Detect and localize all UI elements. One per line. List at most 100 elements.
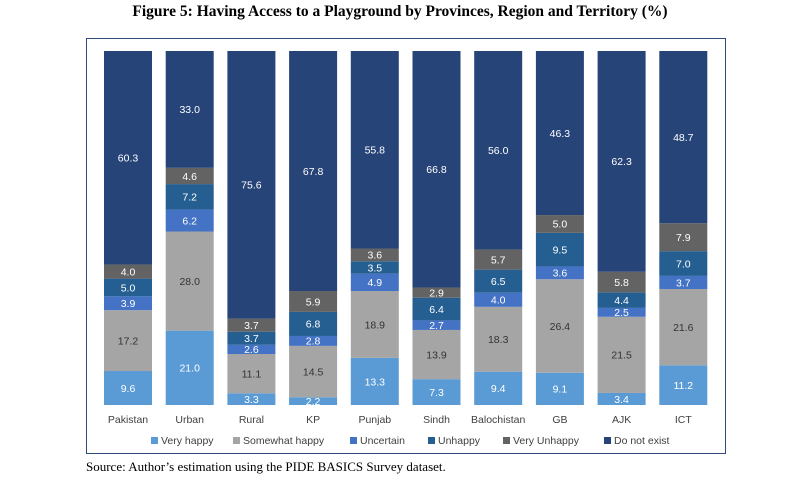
- data-label-ict-do-not-exist: 48.7: [673, 132, 694, 144]
- bar-segment-gb-very-happy: [535, 372, 584, 405]
- bar-segment-balochistan-very-happy: [474, 371, 523, 405]
- bar-segment-kp-uncertain: [289, 335, 338, 346]
- bar-segment-kp-very-happy: [289, 397, 338, 405]
- data-label-gb-uncertain: 3.6: [553, 268, 568, 280]
- bar-segment-balochistan-very-unhappy: [474, 249, 523, 270]
- bar-segment-gb-very-unhappy: [535, 215, 584, 233]
- bar-segment-pakistan-unhappy: [104, 278, 152, 297]
- data-label-balochistan-uncertain: 4.0: [491, 295, 506, 307]
- bar-segment-ajk-do-not-exist: [597, 51, 646, 272]
- bar-segment-kp-do-not-exist: [289, 51, 338, 292]
- bar-segment-urban-uncertain: [165, 209, 214, 232]
- data-label-rural-very-happy: 3.3: [244, 394, 259, 406]
- category-label-balochistan: Balochistan: [471, 414, 525, 426]
- bar-segment-urban-very-happy: [165, 330, 214, 405]
- data-label-kp-very-happy: 2.2: [306, 396, 321, 408]
- category-label-kp: KP: [306, 414, 320, 426]
- bar-segment-gb-do-not-exist: [535, 51, 584, 216]
- legend-swatch-very-happy: [151, 437, 158, 444]
- data-label-gb-very-happy: 9.1: [553, 384, 568, 396]
- bar-segment-ict-do-not-exist: [659, 51, 708, 224]
- bar-segment-urban-unhappy: [165, 184, 214, 210]
- data-label-ajk-do-not-exist: 62.3: [611, 156, 632, 168]
- bar-segment-ajk-unhappy: [597, 292, 646, 308]
- legend-label-very-happy: Very happy: [161, 435, 214, 447]
- data-label-urban-very-unhappy: 4.6: [182, 171, 197, 183]
- data-label-rural-do-not-exist: 75.6: [241, 180, 262, 192]
- data-label-rural-very-unhappy: 3.7: [244, 320, 259, 332]
- data-label-pakistan-do-not-exist: 60.3: [118, 153, 139, 165]
- bar-segment-sindh-uncertain: [412, 320, 461, 330]
- data-label-urban-unhappy: 7.2: [182, 192, 197, 204]
- category-label-pakistan: Pakistan: [108, 414, 148, 426]
- bar-segment-pakistan-do-not-exist: [104, 51, 152, 265]
- data-label-urban-somewhat-happy: 28.0: [179, 276, 200, 288]
- data-label-sindh-very-unhappy: 2.9: [429, 287, 444, 299]
- bar-segment-ajk-uncertain: [597, 307, 646, 317]
- data-label-urban-do-not-exist: 33.0: [179, 104, 200, 116]
- bars-group: 9.6 17.2 3.9 5.0 4.0 60.3 21.0 28.0 6.2 7.2 4.6 33.…: [104, 51, 708, 408]
- bar-segment-urban-somewhat-happy: [165, 231, 214, 331]
- data-label-balochistan-very-unhappy: 5.7: [491, 254, 506, 266]
- data-label-ajk-very-unhappy: 5.8: [614, 277, 629, 289]
- bar-segment-punjab-uncertain: [350, 273, 399, 292]
- category-label-ict: ICT: [675, 414, 693, 426]
- data-label-kp-uncertain: 2.8: [306, 336, 321, 348]
- bar-segment-pakistan-very-unhappy: [104, 264, 152, 279]
- bar-segment-punjab-unhappy: [350, 261, 399, 274]
- bar-segment-sindh-do-not-exist: [412, 51, 461, 288]
- data-label-sindh-do-not-exist: 66.8: [426, 164, 447, 176]
- data-label-balochistan-somewhat-happy: 18.3: [488, 334, 509, 346]
- bar-segment-gb-somewhat-happy: [535, 279, 584, 373]
- bar-segment-balochistan-somewhat-happy: [474, 306, 523, 372]
- data-label-ajk-very-happy: 3.4: [614, 394, 629, 406]
- bar-segment-gb-uncertain: [535, 266, 584, 280]
- category-label-rural: Rural: [239, 414, 264, 426]
- figure-title: Figure 5: Having Access to a Playground …: [132, 3, 668, 20]
- category-label-punjab: Punjab: [358, 414, 391, 426]
- bar-segment-balochistan-unhappy: [474, 269, 523, 293]
- bar-segment-kp-unhappy: [289, 311, 338, 336]
- bar-segment-punjab-do-not-exist: [350, 51, 399, 249]
- data-label-pakistan-very-happy: 9.6: [121, 383, 136, 395]
- data-label-pakistan-uncertain: 3.9: [121, 298, 136, 310]
- legend-label-do-not-exist: Do not exist: [614, 435, 670, 447]
- data-label-kp-somewhat-happy: 14.5: [303, 366, 324, 378]
- data-label-kp-very-unhappy: 5.9: [306, 296, 321, 308]
- bar-segment-sindh-very-happy: [412, 379, 461, 405]
- bar-segment-ict-uncertain: [659, 275, 708, 289]
- source-note: Source: Author’s estimation using the PI…: [86, 459, 446, 474]
- bar-segment-sindh-unhappy: [412, 297, 461, 321]
- data-label-sindh-unhappy: 6.4: [429, 304, 444, 316]
- data-label-ict-very-unhappy: 7.9: [676, 232, 691, 244]
- data-label-ajk-uncertain: 2.5: [614, 307, 629, 319]
- bar-segment-kp-very-unhappy: [289, 291, 338, 312]
- bar-segment-balochistan-uncertain: [474, 292, 523, 307]
- bar-segment-sindh-somewhat-happy: [412, 329, 461, 380]
- bar-segment-ajk-very-happy: [597, 392, 646, 405]
- bar-segment-rural-unhappy: [227, 331, 276, 345]
- data-label-kp-do-not-exist: 67.8: [303, 166, 324, 178]
- bar-segment-pakistan-somewhat-happy: [104, 310, 152, 372]
- bar-segment-punjab-very-happy: [350, 357, 399, 405]
- data-label-gb-somewhat-happy: 26.4: [550, 321, 571, 333]
- stacked-bar-chart: 9.6 17.2 3.9 5.0 4.0 60.3 21.0 28.0 6.2 7.2 4.6 33.…: [104, 51, 708, 447]
- bar-segment-ajk-somewhat-happy: [597, 316, 646, 393]
- bar-segment-rural-very-happy: [227, 393, 276, 405]
- bar-segment-ict-unhappy: [659, 251, 708, 276]
- data-label-punjab-do-not-exist: 55.8: [365, 145, 386, 157]
- legend-label-very-unhappy: Very Unhappy: [513, 435, 580, 447]
- legend-label-unhappy: Unhappy: [438, 435, 481, 447]
- data-label-punjab-somewhat-happy: 18.9: [365, 319, 386, 331]
- data-label-punjab-uncertain: 4.9: [367, 277, 382, 289]
- data-label-rural-somewhat-happy: 11.1: [242, 368, 262, 380]
- data-label-pakistan-very-unhappy: 4.0: [121, 266, 136, 278]
- data-label-balochistan-very-happy: 9.4: [491, 383, 506, 395]
- bar-segment-ict-very-unhappy: [659, 223, 708, 252]
- data-label-sindh-uncertain: 2.7: [429, 320, 444, 332]
- data-label-rural-unhappy: 3.7: [244, 333, 259, 345]
- legend-swatch-unhappy: [428, 437, 435, 444]
- bar-segment-sindh-very-unhappy: [412, 287, 461, 298]
- legend-swatch-very-unhappy: [503, 437, 510, 444]
- bar-segment-pakistan-uncertain: [104, 296, 152, 311]
